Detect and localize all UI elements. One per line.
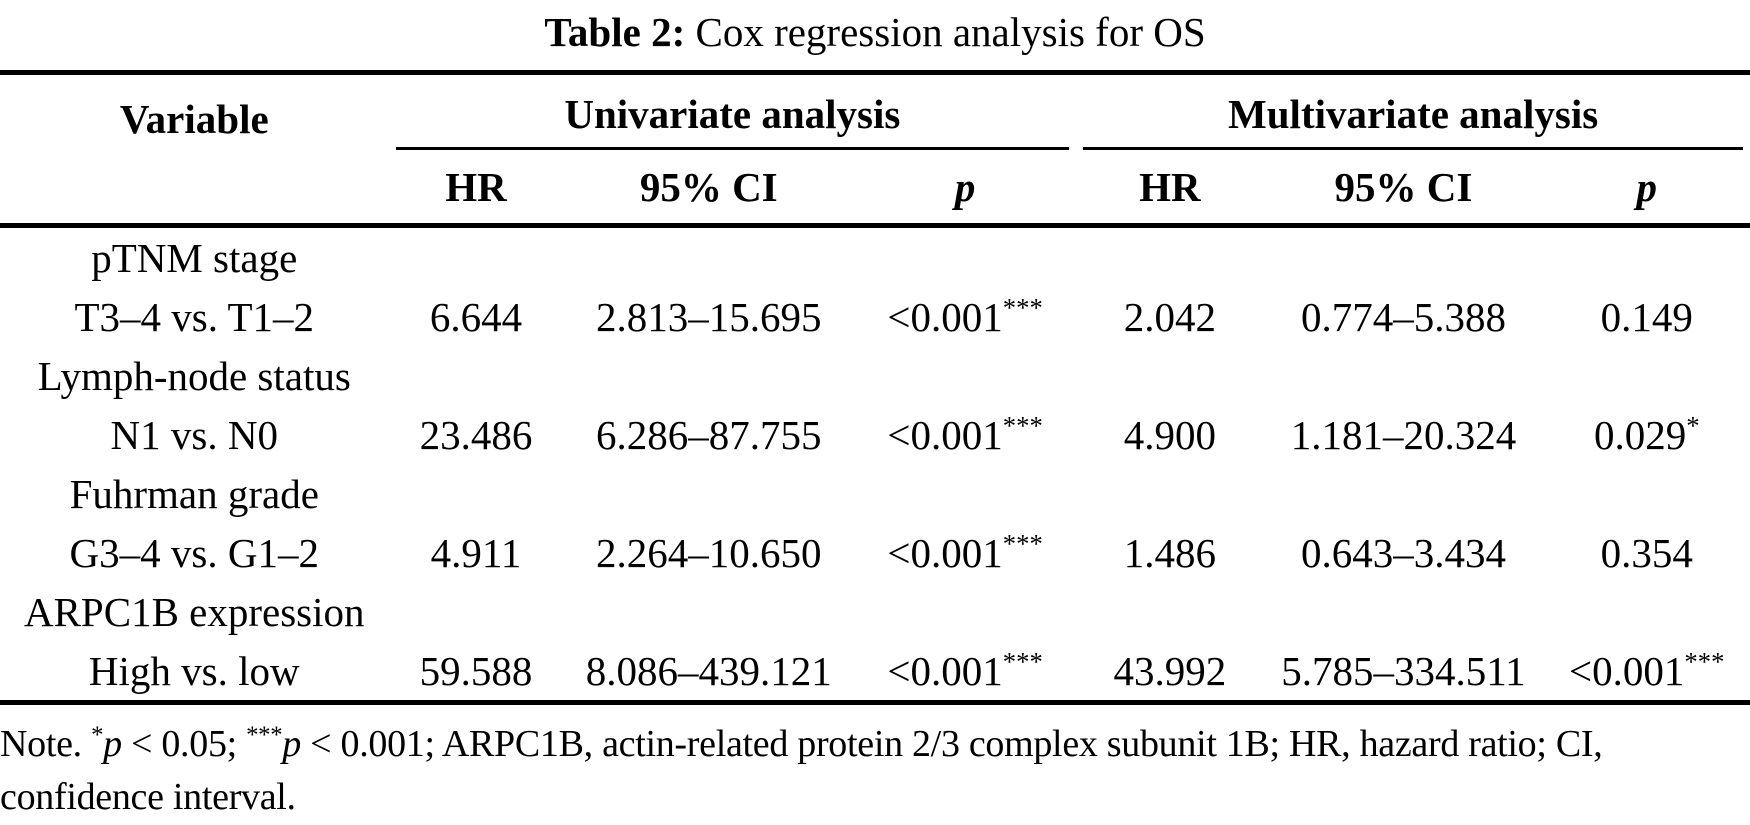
value-cell: 0.029* (1593, 409, 1700, 458)
value-cell (389, 346, 564, 405)
table-row: Fuhrman grade (0, 464, 1750, 523)
value-cell (854, 346, 1076, 405)
group-header-univariate: Univariate analysis (389, 73, 1077, 150)
value-cell (1543, 346, 1750, 405)
table-number-label: Table 2: (544, 9, 686, 55)
subheader-ci-univariate: 95% CI (563, 150, 854, 228)
value-cell: 2.813–15.695 (595, 293, 822, 340)
variable-cell: ARPC1B expression (23, 588, 365, 635)
footnote-asterisk: * (91, 721, 104, 749)
value-cell: 1.486 (1123, 529, 1216, 576)
variable-cell: High vs. low (0, 641, 389, 705)
variable-cell: N1 vs. N0 (110, 411, 278, 458)
variable-cell: pTNM stage (91, 234, 298, 281)
subheader-ci-multivariate: 95% CI (1263, 150, 1544, 228)
value-cell: 2.264–10.650 (595, 529, 822, 576)
table-row: pTNM stage (0, 226, 1750, 288)
value-cell: 6.644 (429, 293, 523, 340)
value-cell (1076, 464, 1263, 523)
value-cell: 0.643–3.434 (1300, 529, 1506, 576)
value-cell (1263, 582, 1543, 641)
value-cell (854, 582, 1076, 641)
footnote-p-symbol: p (282, 723, 301, 765)
value-cell: 23.486 (419, 411, 533, 458)
value-cell (563, 582, 854, 641)
value-cell (1263, 464, 1543, 523)
footnote-p-symbol: p (103, 723, 122, 765)
variable-cell: Lymph-node status (37, 352, 351, 399)
subheader-p-multivariate: p (1543, 150, 1750, 228)
subheader-spacer (0, 150, 389, 228)
value-cell (563, 346, 854, 405)
table-title: Table 2: Cox regression analysis for OS (0, 0, 1750, 70)
table-row: N1 vs. N0 23.486 6.286–87.755 <0.001*** 4.90… (0, 405, 1750, 464)
value-cell: <0.001*** (887, 291, 1043, 340)
value-cell: 59.588 (388, 641, 564, 705)
significance-asterisk: * (1686, 409, 1700, 440)
footnote-asterisk: *** (246, 721, 283, 749)
group-header-multivariate-label: Multivariate analysis (1083, 90, 1743, 150)
value-cell (1543, 464, 1750, 523)
table-row: Lymph-node status (0, 346, 1750, 405)
footnote-text: Note. (0, 723, 92, 765)
header-row-sub: HR 95% CI p HR 95% CI p (0, 150, 1750, 228)
footnote-text: < 0.001; ARPC1B, actin-related protein 2… (0, 723, 1603, 818)
cox-regression-table: Variable Univariate analysis Multivariat… (0, 70, 1750, 705)
significance-asterisk: *** (1684, 645, 1725, 676)
footnote: Note. *p < 0.05; ***p < 0.001; ARPC1B, a… (0, 718, 1750, 824)
value-cell (1543, 582, 1750, 641)
group-header-multivariate: Multivariate analysis (1076, 73, 1750, 150)
value-cell: 1.181–20.324 (1290, 411, 1517, 458)
table-row: G3–4 vs. G1–2 4.911 2.264–10.650 <0.001*** 1… (0, 523, 1750, 582)
value-cell (1076, 226, 1263, 288)
value-cell: 43.992 (1076, 641, 1264, 705)
value-cell: <0.001*** (853, 641, 1077, 705)
subheader-hr-multivariate: HR (1076, 150, 1264, 228)
value-cell: 5.785–334.511 (1263, 641, 1544, 705)
subheader-hr-univariate: HR (388, 150, 564, 228)
significance-asterisk: *** (1002, 645, 1043, 676)
value-cell (563, 226, 854, 288)
variable-cell: Fuhrman grade (69, 470, 319, 517)
value-cell: <0.001*** (887, 527, 1043, 576)
variable-cell: G3–4 vs. G1–2 (69, 529, 319, 576)
table-row: ARPC1B expression (0, 582, 1750, 641)
value-cell: <0.001*** (887, 409, 1043, 458)
value-cell: 6.286–87.755 (595, 411, 822, 458)
value-cell: <0.001*** (1543, 641, 1750, 705)
significance-asterisk: *** (1002, 409, 1043, 440)
table-body: pTNM stage T3–4 vs. T1–2 6.644 2.813–15.695… (0, 226, 1750, 705)
variable-cell: T3–4 vs. T1–2 (74, 293, 315, 340)
value-cell: 2.042 (1123, 293, 1216, 340)
table-title-text: Cox regression analysis for OS (695, 9, 1206, 55)
value-cell: 8.086–439.121 (563, 641, 854, 705)
table-row: T3–4 vs. T1–2 6.644 2.813–15.695 <0.001*** 2… (0, 287, 1750, 346)
value-cell (389, 226, 564, 288)
header-row-groups: Variable Univariate analysis Multivariat… (0, 73, 1750, 150)
value-cell: 4.911 (430, 529, 522, 576)
value-cell: 0.354 (1600, 529, 1693, 576)
value-cell (1543, 226, 1750, 288)
value-cell: 0.149 (1600, 293, 1693, 340)
value-cell (1263, 346, 1543, 405)
group-header-univariate-label: Univariate analysis (395, 90, 1070, 150)
table-row: High vs. low 59.588 8.086–439.121 <0.001***… (0, 641, 1750, 705)
value-cell: 0.774–5.388 (1300, 293, 1506, 340)
value-cell (854, 464, 1076, 523)
value-cell: 4.900 (1123, 411, 1216, 458)
value-cell (389, 464, 564, 523)
significance-asterisk: *** (1002, 527, 1043, 558)
value-cell (1076, 346, 1263, 405)
value-cell (1076, 582, 1263, 641)
footnote-text: < 0.05; (121, 723, 247, 765)
value-cell (1263, 226, 1543, 288)
subheader-p-univariate: p (853, 150, 1077, 228)
value-cell (563, 464, 854, 523)
value-cell (854, 226, 1076, 288)
significance-asterisk: *** (1002, 291, 1043, 322)
value-cell (389, 582, 564, 641)
variable-column-header: Variable (119, 95, 269, 142)
